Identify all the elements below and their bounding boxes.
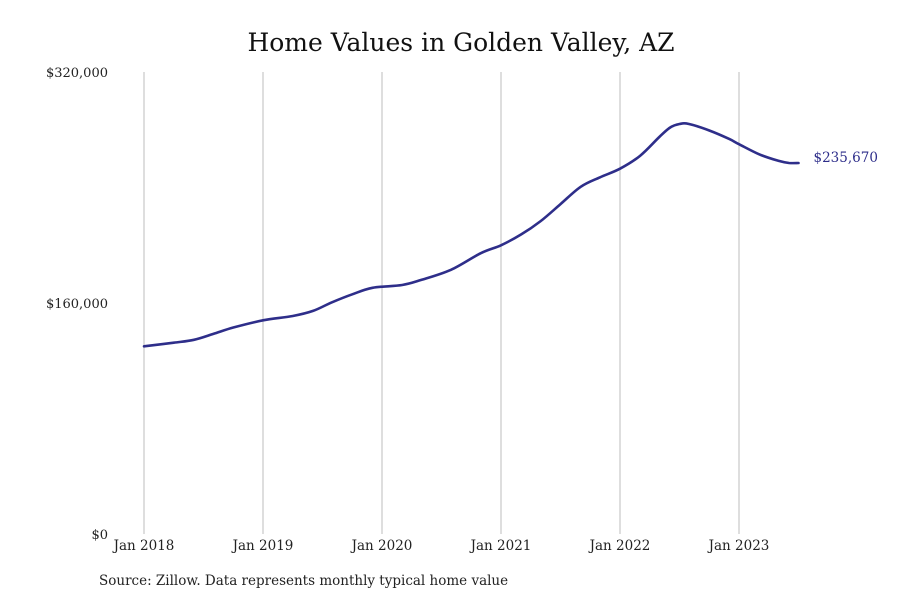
x-axis-ticks: Jan 2018 Jan 2019 Jan 2020 Jan 2021 Jan 2022… — [112, 538, 770, 554]
chart-title: Home Values in Golden Valley, AZ — [247, 28, 674, 57]
x-tick-label: Jan 2022 — [588, 538, 651, 554]
source-note: Source: Zillow. Data represents monthly … — [99, 573, 508, 589]
x-tick-label: Jan 2023 — [707, 538, 770, 554]
y-tick-label: $0 — [91, 528, 108, 543]
x-tick-label: Jan 2018 — [112, 538, 175, 554]
home-value-line — [142, 122, 800, 348]
y-axis-ticks: $0 $160,000 $320,000 — [46, 66, 108, 543]
gridlines — [143, 72, 740, 534]
x-tick-label: Jan 2019 — [231, 538, 294, 554]
x-tick-label: Jan 2021 — [469, 538, 532, 554]
y-tick-label: $160,000 — [46, 297, 108, 312]
series-layer — [142, 122, 800, 348]
x-tick-label: Jan 2020 — [350, 538, 413, 554]
y-tick-label: $320,000 — [46, 66, 108, 81]
last-value-label: $235,670 — [814, 150, 878, 166]
